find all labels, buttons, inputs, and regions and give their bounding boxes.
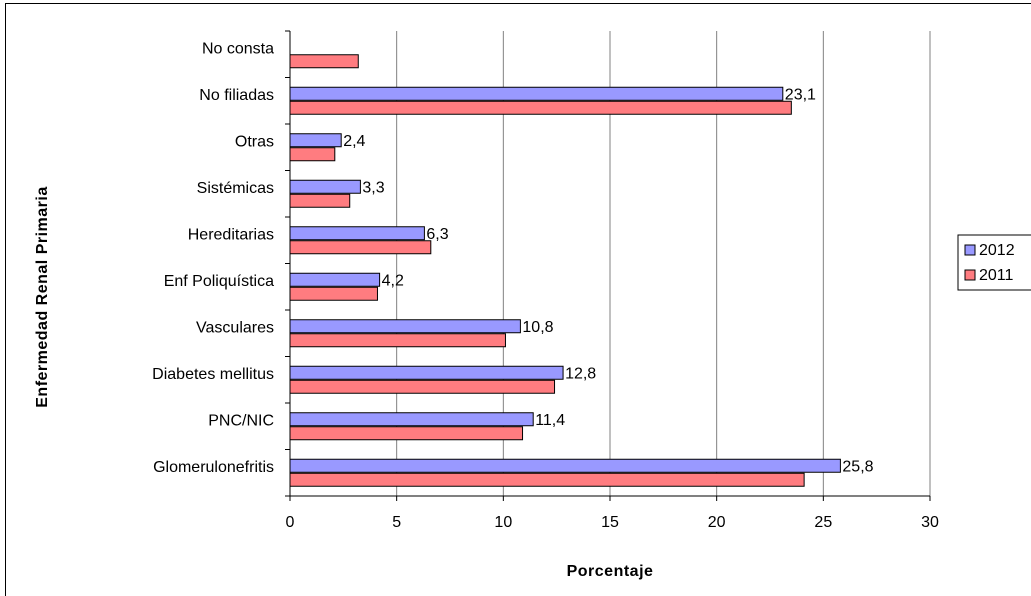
- bar-2011: [289, 379, 556, 394]
- bars: [289, 54, 841, 487]
- data-label-2012: 4,2: [382, 272, 404, 289]
- legend-swatch-2012: [964, 244, 976, 256]
- category-labels: No consta No filiadas Otras Sistémicas Hered…: [152, 40, 274, 476]
- bar-2011: [289, 426, 524, 441]
- category-label: PNC/NIC: [208, 412, 274, 429]
- data-label-2012: 6,3: [426, 226, 448, 243]
- bar-2012: [289, 226, 425, 241]
- data-label-2012: 2,4: [343, 133, 365, 150]
- legend-label-2012: 2012: [979, 242, 1015, 259]
- data-label-2012: 3,3: [362, 179, 384, 196]
- category-label: No consta: [202, 40, 274, 57]
- category-label: Enf Poliquística: [164, 273, 274, 290]
- category-label: Otras: [235, 133, 274, 150]
- bar-2012: [289, 133, 342, 148]
- x-tick-label: 15: [601, 514, 619, 531]
- bar-2011: [289, 286, 378, 301]
- y-axis-title: Enfermedad Renal Primaria: [34, 186, 51, 407]
- x-tick-label: 25: [814, 514, 832, 531]
- x-tick-label: 20: [708, 514, 726, 531]
- chart-frame: [5, 3, 1031, 596]
- bar-2012: [289, 179, 361, 194]
- category-label: Vasculares: [196, 319, 274, 336]
- bar-2011: [289, 193, 351, 208]
- bar-2012: [289, 86, 784, 101]
- bar-2011: [289, 54, 359, 69]
- data-labels: 23,1 2,4 3,3 6,3 4,2 10,8 12,8 11,4 25,8: [343, 86, 873, 475]
- data-label-2012: 23,1: [785, 86, 816, 103]
- category-label: Glomerulonefritis: [153, 459, 274, 476]
- x-tick-label: 30: [921, 514, 939, 531]
- category-label: Hereditarias: [188, 226, 274, 243]
- bar-2012: [289, 365, 564, 380]
- legend: 2012 2011: [957, 234, 1031, 291]
- bar-2012: [289, 458, 841, 473]
- data-label-2012: 12,8: [565, 365, 596, 382]
- axes: [285, 30, 931, 501]
- bar-2011: [289, 333, 506, 348]
- bar-2011: [289, 147, 336, 162]
- data-label-2012: 11,4: [535, 412, 565, 429]
- bar-2011: [289, 240, 432, 255]
- x-axis-title: Porcentaje: [567, 563, 654, 580]
- bar-2011: [289, 100, 792, 115]
- data-label-2012: 10,8: [522, 319, 553, 336]
- bar-2012: [289, 272, 381, 287]
- x-tick-label: 0: [286, 514, 295, 531]
- legend-swatch-2011: [964, 269, 976, 281]
- legend-label-2011: 2011: [979, 267, 1014, 284]
- bar-2012: [289, 412, 534, 427]
- data-label-2012: 25,8: [842, 458, 873, 475]
- x-tick-labels: 0 5 10 15 20 25 30: [286, 514, 939, 531]
- x-tick-label: 5: [392, 514, 401, 531]
- bar-2011: [289, 472, 805, 487]
- category-label: No filiadas: [199, 87, 274, 104]
- category-label: Sistémicas: [197, 180, 274, 197]
- legend-box: [957, 234, 1031, 291]
- category-label: Diabetes mellitus: [152, 366, 274, 383]
- x-tick-label: 10: [494, 514, 512, 531]
- bar-2012: [289, 319, 521, 334]
